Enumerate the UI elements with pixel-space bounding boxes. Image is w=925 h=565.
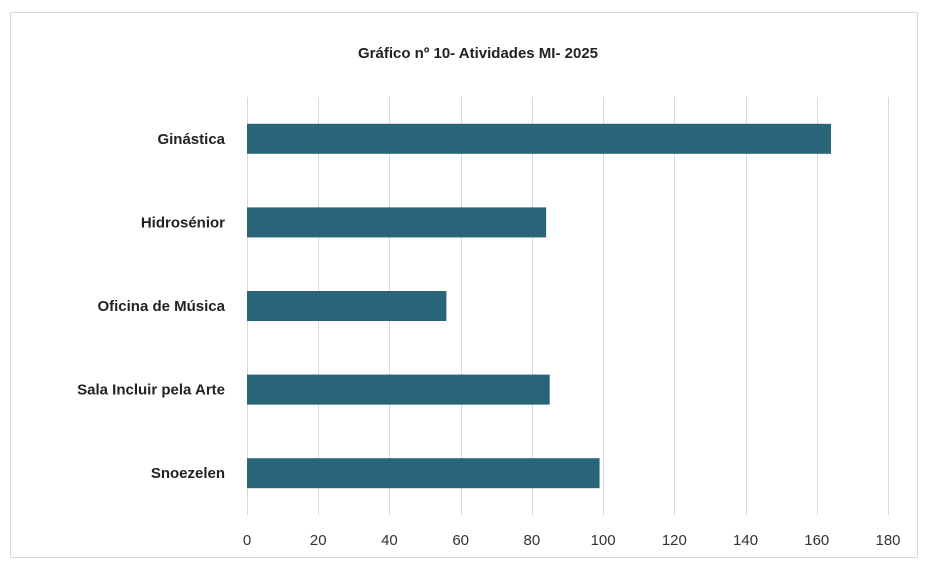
bar [247,458,600,489]
chart-title: Gráfico nº 10- Atividades MI- 2025 [358,45,598,62]
x-tick-label: 60 [452,532,469,549]
category-label: Snoezelen [151,465,225,482]
bars [247,123,832,489]
x-tick-label: 180 [875,532,900,549]
bar [247,374,550,405]
x-tick-label: 80 [524,532,541,549]
category-label: Ginástica [157,131,225,148]
bar [247,291,447,321]
x-tick-label: 0 [243,532,251,549]
x-tick-label: 40 [381,532,398,549]
x-tick-label: 20 [310,532,327,549]
x-tick-label: 140 [733,532,758,549]
x-tick-label: 120 [662,532,687,549]
category-label: Oficina de Música [97,298,225,315]
category-label: Sala Incluir pela Arte [77,382,225,399]
category-label: Hidrosénior [141,214,225,231]
bar [247,207,547,238]
x-tick-label: 100 [591,532,616,549]
category-labels: Ginástica Hidrosénior Oficina de Música Sal… [77,131,225,482]
x-tick-labels: 0 20 40 60 80 100 120 140 160 180 [243,532,901,549]
gridlines [247,97,889,515]
bar [247,123,832,154]
x-tick-label: 160 [804,532,829,549]
